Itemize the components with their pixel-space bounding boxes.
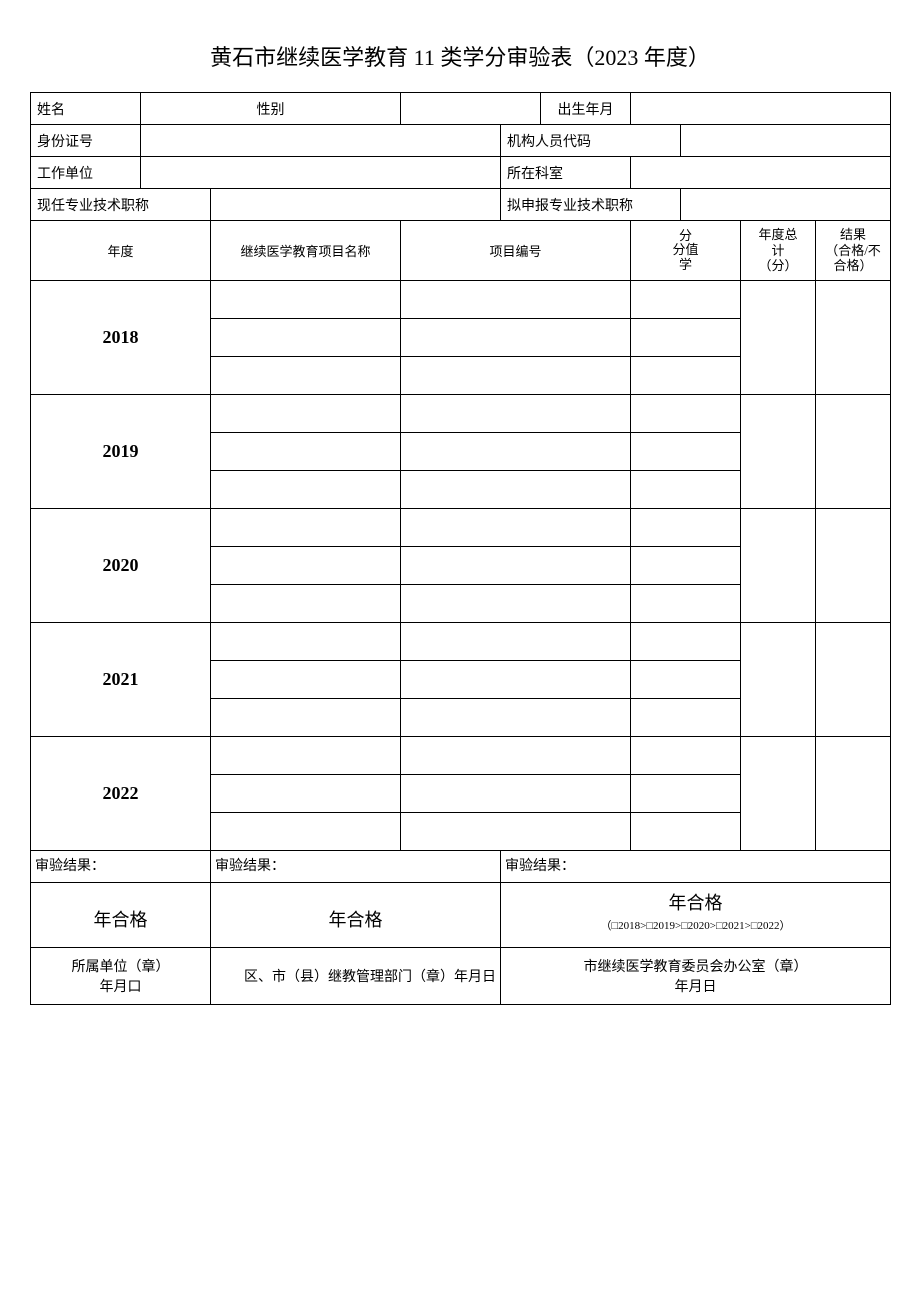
audit-checkboxes: （□2018>□2019>□2020>□2021>□2022） bbox=[505, 917, 886, 941]
value-orgcode bbox=[681, 125, 891, 157]
value-apply-title bbox=[681, 189, 891, 221]
label-current-title: 现任专业技术职称 bbox=[31, 189, 211, 221]
table-cell bbox=[211, 584, 401, 622]
table-cell bbox=[211, 774, 401, 812]
table-cell bbox=[631, 508, 741, 546]
table-cell bbox=[211, 698, 401, 736]
table-cell bbox=[631, 546, 741, 584]
table-cell bbox=[631, 470, 741, 508]
main-table: 姓名 性别 出生年月 身份证号 机构人员代码 工作单位 所在科室 现任专业技术职… bbox=[30, 92, 891, 1005]
table-cell bbox=[741, 280, 816, 394]
table-cell bbox=[401, 546, 631, 584]
header-project: 继续医学教育项目名称 bbox=[211, 221, 401, 281]
table-cell bbox=[401, 774, 631, 812]
sign-1: 所属单位（章） 年月口 bbox=[31, 947, 211, 1004]
audit-pass-1: 年合格 bbox=[31, 882, 211, 947]
label-dept: 所在科室 bbox=[501, 157, 631, 189]
audit-label-3: 审验结果： bbox=[501, 850, 891, 882]
year-2018: 2018 bbox=[31, 280, 211, 394]
table-cell bbox=[401, 394, 631, 432]
sign-2: 区、市（县）继教管理部门（章）年月日 bbox=[211, 947, 501, 1004]
table-cell bbox=[631, 736, 741, 774]
table-cell bbox=[401, 470, 631, 508]
header-projnum: 项目编号 bbox=[401, 221, 631, 281]
table-cell bbox=[816, 394, 891, 508]
table-cell bbox=[401, 356, 631, 394]
table-cell bbox=[401, 812, 631, 850]
label-orgcode: 机构人员代码 bbox=[501, 125, 681, 157]
table-cell bbox=[631, 584, 741, 622]
value-dept bbox=[631, 157, 891, 189]
sign-3: 市继续医学教育委员会办公室（章） 年月日 bbox=[501, 947, 891, 1004]
table-cell bbox=[401, 698, 631, 736]
value-gender bbox=[401, 93, 541, 125]
header-credit: 分 分值 学 bbox=[631, 221, 741, 281]
audit-pass-2: 年合格 bbox=[211, 882, 501, 947]
table-cell bbox=[211, 280, 401, 318]
table-cell bbox=[211, 812, 401, 850]
table-cell bbox=[816, 622, 891, 736]
table-cell bbox=[211, 432, 401, 470]
table-cell bbox=[211, 546, 401, 584]
value-idnum bbox=[141, 125, 501, 157]
table-cell bbox=[401, 318, 631, 356]
table-cell bbox=[401, 736, 631, 774]
table-cell bbox=[211, 622, 401, 660]
table-cell bbox=[816, 736, 891, 850]
table-cell bbox=[741, 622, 816, 736]
table-cell bbox=[211, 394, 401, 432]
table-cell bbox=[211, 660, 401, 698]
year-2019: 2019 bbox=[31, 394, 211, 508]
table-cell bbox=[741, 508, 816, 622]
table-cell bbox=[631, 432, 741, 470]
table-cell bbox=[401, 432, 631, 470]
label-idnum: 身份证号 bbox=[31, 125, 141, 157]
label-name: 姓名 bbox=[31, 93, 141, 125]
audit-label-1: 审验结果： bbox=[31, 850, 211, 882]
table-cell bbox=[631, 280, 741, 318]
table-cell bbox=[211, 508, 401, 546]
table-cell bbox=[631, 356, 741, 394]
year-2022: 2022 bbox=[31, 736, 211, 850]
header-year: 年度 bbox=[31, 221, 211, 281]
table-cell bbox=[401, 508, 631, 546]
table-cell bbox=[211, 318, 401, 356]
year-2020: 2020 bbox=[31, 508, 211, 622]
table-cell bbox=[631, 660, 741, 698]
table-cell bbox=[631, 774, 741, 812]
value-current-title bbox=[211, 189, 501, 221]
value-workunit bbox=[141, 157, 501, 189]
table-cell bbox=[741, 394, 816, 508]
table-cell bbox=[631, 698, 741, 736]
table-cell bbox=[816, 508, 891, 622]
table-cell bbox=[631, 812, 741, 850]
table-cell bbox=[816, 280, 891, 394]
table-cell bbox=[741, 736, 816, 850]
label-gender: 性别 bbox=[141, 93, 401, 125]
table-cell bbox=[401, 280, 631, 318]
label-workunit: 工作单位 bbox=[31, 157, 141, 189]
table-cell bbox=[631, 394, 741, 432]
table-cell bbox=[211, 736, 401, 774]
audit-pass-3-wrap: 年合格 （□2018>□2019>□2020>□2021>□2022） bbox=[501, 882, 891, 947]
label-apply-title: 拟申报专业技术职称 bbox=[501, 189, 681, 221]
table-cell bbox=[401, 584, 631, 622]
table-cell bbox=[631, 318, 741, 356]
table-cell bbox=[401, 622, 631, 660]
label-birth: 出生年月 bbox=[541, 93, 631, 125]
header-total: 年度总 计 （分） bbox=[741, 221, 816, 281]
audit-label-2: 审验结果： bbox=[211, 850, 501, 882]
header-result: 结果 （合格/不 合格） bbox=[816, 221, 891, 281]
table-cell bbox=[211, 356, 401, 394]
table-cell bbox=[401, 660, 631, 698]
value-birth bbox=[631, 93, 891, 125]
table-cell bbox=[211, 470, 401, 508]
page-title: 黄石市继续医学教育 11 类学分审验表（2023 年度） bbox=[30, 40, 890, 72]
audit-pass-3: 年合格 bbox=[505, 889, 886, 917]
year-2021: 2021 bbox=[31, 622, 211, 736]
table-cell bbox=[631, 622, 741, 660]
